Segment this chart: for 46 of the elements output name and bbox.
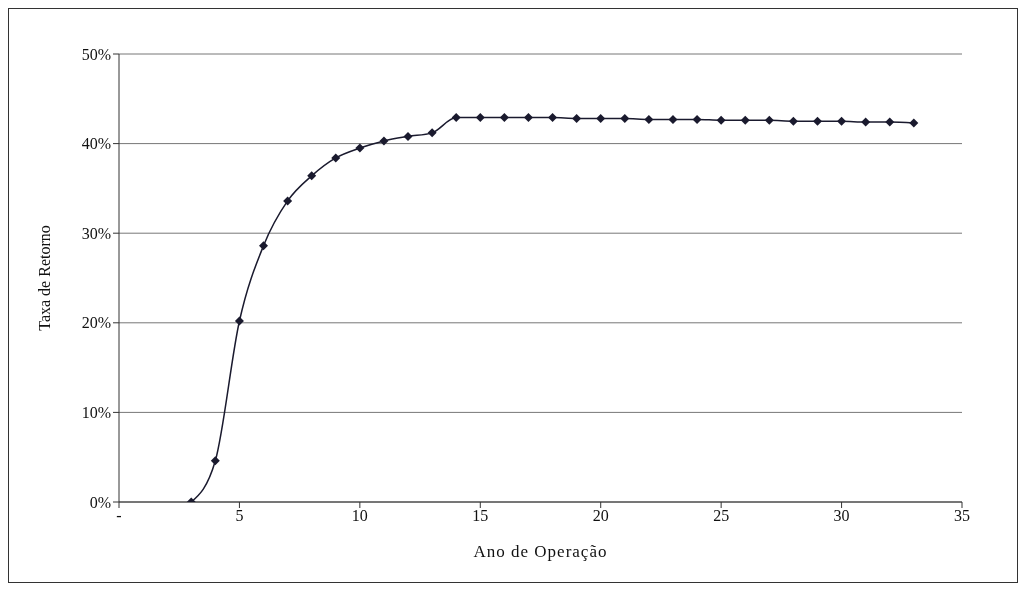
x-tick-label: 15	[472, 507, 489, 525]
y-tick-label: 50%	[81, 45, 111, 63]
x-tick-label: 35	[954, 507, 970, 525]
point	[210, 456, 220, 466]
point	[861, 117, 871, 127]
point	[596, 114, 606, 124]
y-tick-label: 20%	[81, 314, 111, 332]
y-axis-title: Taxa de Retorno	[35, 225, 53, 331]
y-tick-label: 10%	[81, 404, 111, 422]
point	[788, 116, 798, 126]
point	[572, 114, 582, 124]
x-axis-title: Ano de Operação	[473, 542, 608, 561]
x-tick-label: 5	[235, 507, 244, 525]
point	[379, 136, 389, 146]
y-tick-label: 30%	[81, 224, 111, 242]
point	[234, 316, 244, 326]
x-tick-label: 20	[592, 507, 609, 525]
x-tick-label: 30	[833, 507, 850, 525]
point	[499, 113, 509, 123]
point	[283, 196, 293, 206]
point	[259, 241, 269, 251]
point	[451, 113, 461, 123]
point	[644, 114, 654, 124]
point	[668, 114, 678, 124]
point	[403, 131, 413, 141]
point	[909, 118, 919, 128]
point	[475, 113, 485, 123]
point	[523, 113, 533, 123]
x-tick-label: -	[116, 507, 122, 525]
point	[740, 115, 750, 125]
point	[716, 115, 726, 125]
point	[812, 116, 822, 126]
point	[885, 117, 895, 127]
point	[331, 153, 341, 163]
x-tick-label: 25	[713, 507, 730, 525]
point	[837, 116, 847, 126]
y-tick-label: 40%	[81, 135, 111, 153]
point	[355, 143, 365, 153]
point	[764, 115, 774, 125]
y-tick-label: 0%	[89, 493, 111, 511]
point	[307, 171, 317, 181]
x-tick-label: 10	[351, 507, 368, 525]
point	[692, 114, 702, 124]
point	[427, 128, 437, 138]
point	[548, 113, 558, 123]
point	[620, 114, 630, 124]
